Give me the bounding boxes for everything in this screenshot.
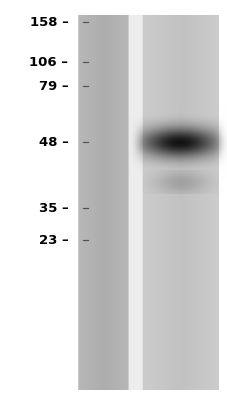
- Text: 35 –: 35 –: [39, 202, 68, 214]
- Text: 158 –: 158 –: [29, 16, 68, 28]
- Text: 79 –: 79 –: [39, 80, 68, 92]
- Text: 23 –: 23 –: [39, 234, 68, 246]
- Text: 106 –: 106 –: [29, 56, 68, 68]
- Text: 48 –: 48 –: [38, 136, 68, 148]
